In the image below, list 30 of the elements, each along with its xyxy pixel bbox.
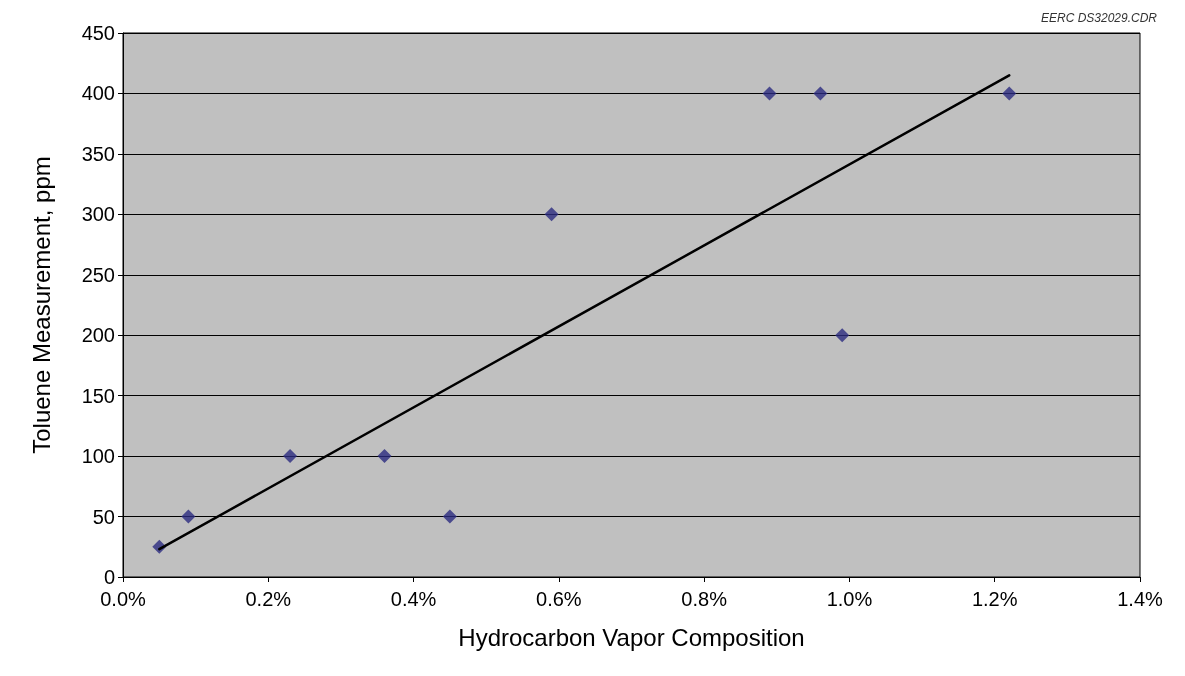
point — [762, 86, 777, 101]
x-tick-label: 0.4% — [390, 588, 437, 610]
point — [813, 86, 828, 101]
y-tick-label: 450 — [81, 22, 115, 44]
point — [544, 207, 559, 222]
y-axis-title: Toluene Measurement, ppm — [27, 156, 55, 454]
x-tick-label: 0.8% — [681, 588, 728, 610]
y-tick-label: 200 — [81, 324, 115, 347]
point — [1002, 86, 1017, 101]
x-tick-label: 1.4% — [1117, 588, 1164, 610]
x-tick-label: 0.6% — [536, 588, 582, 610]
point — [835, 328, 850, 343]
y-tick-label: 100 — [81, 445, 115, 468]
x-axis-title: Hydrocarbon Vapor Composition — [458, 623, 805, 651]
x-tick-label: 0.2% — [245, 588, 292, 610]
y-tick-label: 300 — [81, 203, 115, 226]
point — [377, 449, 392, 464]
x-tick-label: 0.0% — [100, 588, 147, 610]
x-tick-label: 1.2% — [971, 588, 1018, 610]
y-tick-label: 400 — [81, 82, 115, 105]
y-tick-label: 150 — [81, 384, 115, 407]
point — [283, 449, 298, 464]
point — [181, 509, 196, 524]
y-tick-label: 250 — [81, 263, 115, 286]
y-tick-label: 50 — [92, 505, 115, 528]
point — [442, 509, 457, 524]
y-tick-label: 350 — [81, 142, 115, 165]
y-tick-label: 0 — [103, 566, 115, 588]
x-tick-label: 1.0% — [826, 588, 873, 610]
text: EERC DS32029.CDR — [1040, 11, 1158, 25]
